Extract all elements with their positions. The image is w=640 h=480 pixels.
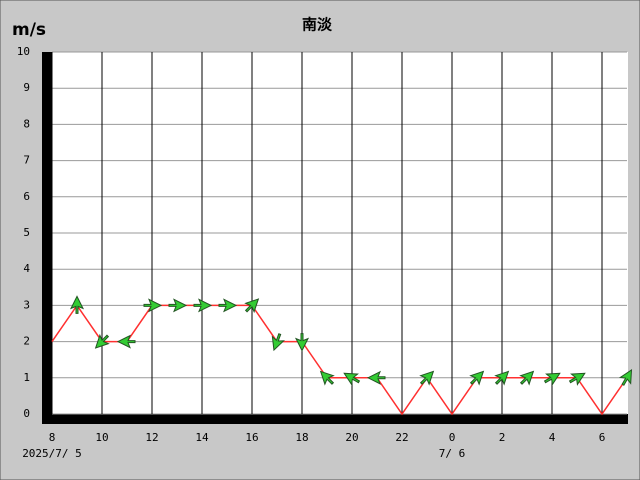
y-tick-label: 1 (23, 371, 30, 384)
date-label: 7/ 6 (439, 447, 466, 460)
wind-arrow (343, 372, 361, 386)
y-tick-label: 7 (23, 154, 30, 167)
wind-arrow (168, 298, 188, 313)
wind-arrow (319, 370, 335, 386)
x-tick-label: 0 (449, 431, 456, 444)
y-unit: m/s (12, 20, 46, 40)
wind-arrow (366, 370, 386, 385)
x-tick-label: 8 (49, 431, 56, 444)
x-tick-label: 20 (345, 431, 358, 444)
y-tick-label: 3 (23, 298, 30, 311)
frame-shadow-left (42, 52, 52, 424)
x-tick-label: 16 (245, 431, 258, 444)
y-tick-label: 0 (23, 407, 30, 420)
x-tick-label: 14 (195, 431, 209, 444)
wind-arrow (568, 372, 586, 386)
wind-arrow (271, 333, 285, 352)
y-tick-label: 6 (23, 190, 30, 203)
frame-shadow-bottom (42, 414, 628, 424)
wind-arrow (494, 370, 510, 386)
y-tick-label: 9 (23, 81, 30, 94)
x-tick-label: 2 (499, 431, 506, 444)
y-tick-label: 2 (23, 335, 30, 348)
x-tick-label: 10 (95, 431, 108, 444)
wind-arrow (69, 295, 85, 314)
y-tick-label: 5 (23, 226, 30, 239)
y-tick-label: 4 (23, 262, 30, 275)
wind-arrow (143, 298, 163, 313)
wind-arrow (294, 333, 310, 352)
wind-arrow (116, 334, 136, 349)
x-tick-label: 22 (395, 431, 408, 444)
x-tick-label: 6 (599, 431, 606, 444)
wind-arrow (94, 333, 110, 349)
wind-arrow (193, 298, 213, 313)
date-label: 2025/7/ 5 (22, 447, 82, 460)
x-tick-label: 12 (145, 431, 158, 444)
y-tick-label: 10 (17, 45, 30, 58)
y-tick-label: 8 (23, 117, 30, 130)
wind-arrow (244, 298, 260, 314)
wind-arrow (218, 298, 238, 313)
chart-title: 南淡 (302, 16, 333, 34)
wind-arrow (419, 370, 435, 386)
wind-arrow (519, 370, 535, 386)
wind-arrow (618, 369, 633, 386)
wind-arrow (543, 372, 561, 386)
x-tick-label: 18 (295, 431, 308, 444)
wind-arrow (469, 370, 485, 386)
x-tick-label: 4 (549, 431, 556, 444)
